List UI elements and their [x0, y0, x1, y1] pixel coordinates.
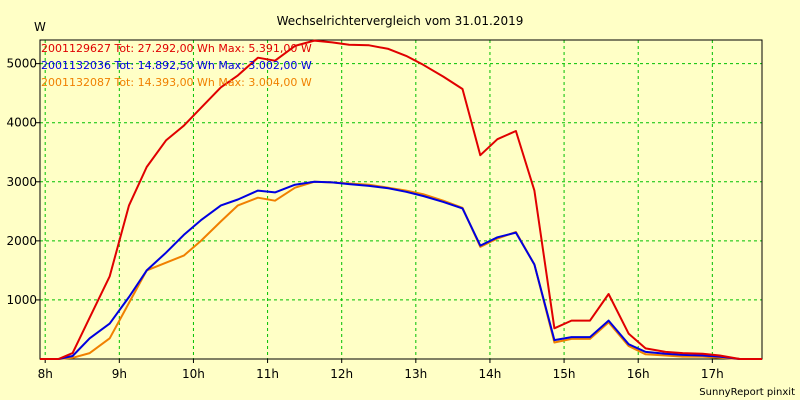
- series-line-2001129627: [40, 39, 762, 360]
- plot-frame: [39, 39, 763, 360]
- y-tick-label: 5000: [6, 57, 37, 71]
- legend-entry-2001132036: 2001132036 Tot: 14.892,50 Wh Max: 3.002,…: [41, 59, 312, 72]
- x-tick-label: 9h: [112, 367, 127, 381]
- legend-entry-2001129627: 2001129627 Tot: 27.292,00 Wh Max: 5.391,…: [41, 42, 312, 55]
- x-tick-label: 10h: [182, 367, 205, 381]
- footer-credit: SunnyReport pinxit: [699, 387, 795, 398]
- series-group: [40, 39, 762, 360]
- y-tick-label: 4000: [6, 116, 37, 130]
- y-tick-label: 2000: [6, 234, 37, 248]
- x-tick-label: 13h: [404, 367, 427, 381]
- legend: 2001129627 Tot: 27.292,00 Wh Max: 5.391,…: [41, 42, 312, 89]
- legend-entry-2001132087: 2001132087 Tot: 14.393,00 Wh Max: 3.004,…: [41, 76, 312, 89]
- x-tick-label: 12h: [330, 367, 353, 381]
- x-tick-label: 14h: [479, 367, 502, 381]
- series-line-2001132036: [40, 180, 762, 360]
- x-tick-label: 17h: [701, 367, 724, 381]
- x-tick-label: 16h: [627, 367, 650, 381]
- x-tick-label: 8h: [38, 367, 53, 381]
- x-tick-label: 15h: [553, 367, 576, 381]
- y-tick-label: 3000: [6, 175, 37, 189]
- y-tick-label: 1000: [6, 293, 37, 307]
- y-axis-label: W: [34, 20, 46, 34]
- grid: [40, 40, 762, 359]
- axis-ticks: 8h 9h 10h 11h 12h 13h 14h 15h 16h 17h 1000 2000 3000…: [6, 57, 723, 381]
- x-tick-label: 11h: [256, 367, 279, 381]
- chart-title: Wechselrichtervergleich vom 31.01.2019: [277, 14, 524, 28]
